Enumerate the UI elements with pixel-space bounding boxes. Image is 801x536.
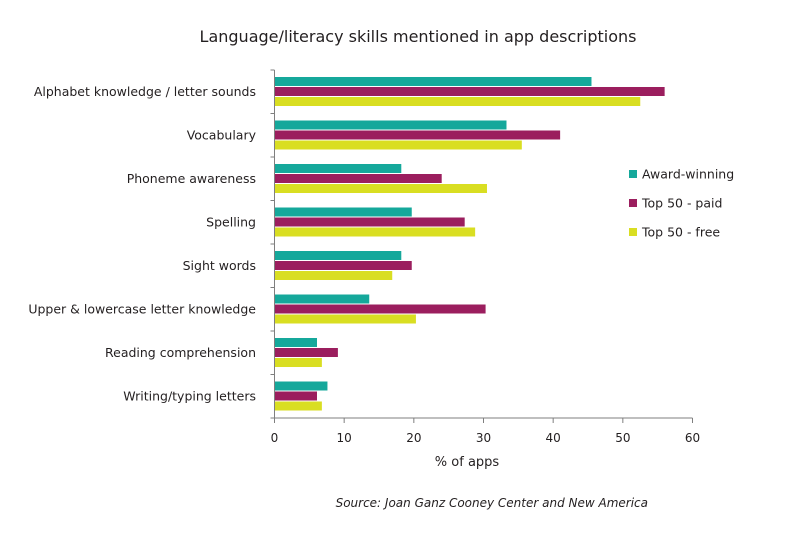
category-label: Writing/typing letters <box>123 389 256 404</box>
bar-4-2 <box>274 217 465 227</box>
x-tick-label: 0 <box>271 431 279 445</box>
category-label: Upper & lowercase letter knowledge <box>28 302 256 317</box>
bar-3-2 <box>274 174 442 183</box>
bar-1-2 <box>274 87 665 96</box>
category-label: Vocabulary <box>187 128 257 143</box>
category-label: Spelling <box>206 215 256 230</box>
source-note: Source: Joan Ganz Cooney Center and New … <box>336 496 648 510</box>
bar-8-2 <box>274 391 317 401</box>
bar-3-3 <box>274 184 487 193</box>
legend-swatch-1 <box>629 170 637 178</box>
bar-5-2 <box>274 261 412 270</box>
legend: Award-winning Top 50 - paid Top 50 - free <box>629 167 734 240</box>
category-label: Reading comprehension <box>105 345 256 360</box>
bar-2-3 <box>274 140 522 150</box>
bar-1-3 <box>274 97 641 106</box>
bars-group <box>274 77 665 411</box>
bar-4-3 <box>274 227 476 237</box>
x-tick-label: 40 <box>546 431 561 445</box>
x-axis-title: % of apps <box>435 455 500 470</box>
bar-5-3 <box>274 271 393 280</box>
bar-1-1 <box>274 77 592 86</box>
category-label: Phoneme awareness <box>127 171 256 186</box>
bar-7-2 <box>274 348 338 357</box>
category-label: Alphabet knowledge / letter sounds <box>34 84 256 99</box>
legend-swatch-2 <box>629 199 637 207</box>
bar-7-3 <box>274 358 322 367</box>
x-tick-labels: 0 10 20 30 40 50 60 <box>271 431 700 445</box>
legend-swatch-3 <box>629 228 637 236</box>
bar-2-1 <box>274 120 507 130</box>
x-tick-label: 50 <box>615 431 630 445</box>
bar-6-1 <box>274 294 370 304</box>
bar-7-1 <box>274 338 317 347</box>
category-label: Sight words <box>183 258 256 273</box>
category-labels: Alphabet knowledge / letter sounds Vocabu… <box>28 84 256 404</box>
x-tick-label: 20 <box>406 431 421 445</box>
bar-4-1 <box>274 207 412 217</box>
x-tick-label: 10 <box>337 431 352 445</box>
x-tick-label: 60 <box>685 431 700 445</box>
bar-6-3 <box>274 314 416 324</box>
axes <box>270 69 693 423</box>
bar-6-2 <box>274 304 486 314</box>
bar-2-2 <box>274 130 561 140</box>
legend-label-1: Award-winning <box>642 167 734 182</box>
bar-8-3 <box>274 401 322 411</box>
bar-3-1 <box>274 164 402 173</box>
legend-label-3: Top 50 - free <box>641 225 720 240</box>
bar-8-1 <box>274 381 328 391</box>
legend-label-2: Top 50 - paid <box>641 196 722 211</box>
x-tick-label: 30 <box>476 431 491 445</box>
bar-5-1 <box>274 251 402 260</box>
chart-title: Language/literacy skills mentioned in ap… <box>200 27 637 46</box>
